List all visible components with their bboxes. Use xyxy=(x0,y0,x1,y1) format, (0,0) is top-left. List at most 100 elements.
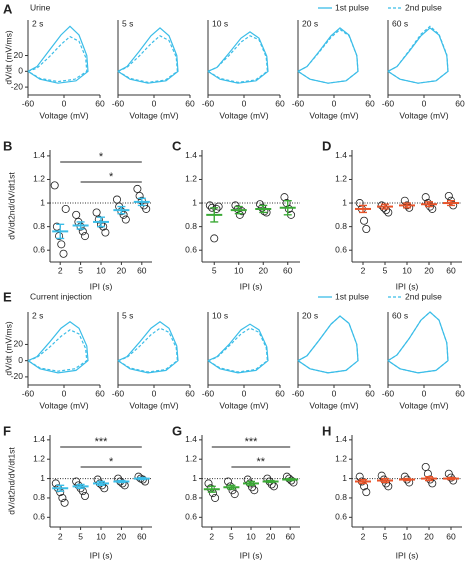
phase-loop xyxy=(297,315,359,374)
data-point xyxy=(214,202,223,211)
plot-title: 10 s xyxy=(212,18,228,28)
panel-letter: G xyxy=(172,423,182,438)
phase-loop xyxy=(387,27,449,84)
plot-title: 10 s xyxy=(212,310,228,320)
data-point xyxy=(421,193,430,202)
x-axis-label: Voltage (mV) xyxy=(39,110,88,120)
y-tick-label: 1.2 xyxy=(185,453,197,463)
x-tick-label: 2 xyxy=(58,265,63,275)
y-tick-label: 1.2 xyxy=(33,174,45,184)
data-point xyxy=(260,207,269,216)
y-tick-label: 1.4 xyxy=(185,434,197,444)
phase-loop xyxy=(27,25,89,84)
x-axis-label: Voltage (mV) xyxy=(219,110,268,120)
x-tick-label: -60 xyxy=(382,98,395,108)
y-tick-label: 0.8 xyxy=(335,221,347,231)
y-tick-label: 1 xyxy=(40,473,45,483)
y-tick-label: 1.2 xyxy=(33,453,45,463)
y-tick-label: 1.4 xyxy=(33,150,45,160)
phase-loop xyxy=(207,323,269,374)
y-axis-label: dV/dt (mV/ms) xyxy=(3,30,13,84)
x-tick-label: 60 xyxy=(446,531,456,541)
y-tick-label: 1 xyxy=(342,473,347,483)
legend-label: 2nd pulse xyxy=(405,291,442,301)
data-point xyxy=(360,216,369,225)
y-tick-label: 1 xyxy=(40,197,45,207)
x-tick-label: 10 xyxy=(402,265,412,275)
x-tick-label: 5 xyxy=(383,531,388,541)
condition-label: Urine xyxy=(30,2,51,12)
data-point xyxy=(81,492,90,501)
x-tick-label: 60 xyxy=(137,265,147,275)
x-axis-label: Voltage (mV) xyxy=(129,400,178,410)
legend-label: 1st pulse xyxy=(335,2,369,12)
data-point xyxy=(233,204,242,213)
x-axis-label: IPI (s) xyxy=(90,550,113,560)
condition-label: Current injection xyxy=(30,291,92,301)
data-point xyxy=(284,204,293,213)
y-tick-label: 1.2 xyxy=(335,453,347,463)
significance-label: ** xyxy=(257,456,266,468)
data-point xyxy=(61,204,70,213)
x-tick-label: 0 xyxy=(422,98,427,108)
x-tick-label: 60 xyxy=(446,265,456,275)
data-point xyxy=(50,181,59,190)
x-tick-label: 60 xyxy=(185,98,195,108)
x-tick-label: -60 xyxy=(202,98,215,108)
x-tick-label: 20 xyxy=(259,265,269,275)
panel-letter: B xyxy=(3,138,12,153)
x-tick-label: 0 xyxy=(332,98,337,108)
panel-letter: A xyxy=(3,1,13,16)
x-axis-label: Voltage (mV) xyxy=(399,110,448,120)
x-tick-label: 10 xyxy=(234,265,244,275)
plot-title: 5 s xyxy=(122,18,133,28)
y-tick-label: 1 xyxy=(192,197,197,207)
x-tick-label: 0 xyxy=(62,98,67,108)
data-point xyxy=(59,249,68,258)
y-tick-label: 1.2 xyxy=(185,174,197,184)
phase-loop xyxy=(27,320,89,374)
x-tick-label: -60 xyxy=(112,388,125,398)
x-tick-label: 0 xyxy=(152,388,157,398)
y-tick-label: 0 xyxy=(18,355,23,365)
data-point xyxy=(72,477,81,486)
x-tick-label: 60 xyxy=(365,388,375,398)
phase-loop xyxy=(117,327,179,373)
data-point xyxy=(421,462,430,471)
phase-loop xyxy=(297,28,359,84)
x-tick-label: -60 xyxy=(112,98,125,108)
data-point xyxy=(400,196,409,205)
y-tick-label: 1 xyxy=(342,197,347,207)
phase-loop xyxy=(117,35,179,83)
x-tick-label: 10 xyxy=(96,531,106,541)
data-point xyxy=(212,204,221,213)
data-point xyxy=(142,204,151,213)
y-tick-label: 1.4 xyxy=(335,434,347,444)
x-tick-label: 10 xyxy=(96,265,106,275)
y-tick-label: 1.4 xyxy=(335,150,347,160)
phase-loop xyxy=(27,35,88,83)
x-tick-label: -60 xyxy=(292,98,305,108)
y-tick-label: -20 xyxy=(11,371,24,381)
x-tick-label: 60 xyxy=(185,388,195,398)
x-axis-label: Voltage (mV) xyxy=(129,110,178,120)
y-tick-label: 0.6 xyxy=(335,512,347,522)
y-tick-label: 0.6 xyxy=(335,244,347,254)
x-tick-label: -60 xyxy=(22,388,35,398)
x-tick-label: 2 xyxy=(361,531,366,541)
data-point xyxy=(224,477,233,486)
data-point xyxy=(60,498,69,507)
x-tick-label: 60 xyxy=(95,388,105,398)
y-tick-label: 20 xyxy=(14,339,24,349)
y-tick-label: 0.6 xyxy=(185,244,197,254)
phase-loop xyxy=(207,31,269,84)
x-axis-label: IPI (s) xyxy=(396,550,419,560)
x-tick-label: 2 xyxy=(361,265,366,275)
data-point xyxy=(92,208,101,217)
y-tick-label: 1 xyxy=(192,473,197,483)
y-tick-label: 20 xyxy=(14,50,24,60)
x-tick-label: 60 xyxy=(95,98,105,108)
x-axis-label: IPI (s) xyxy=(90,281,113,291)
x-tick-label: -60 xyxy=(22,98,35,108)
